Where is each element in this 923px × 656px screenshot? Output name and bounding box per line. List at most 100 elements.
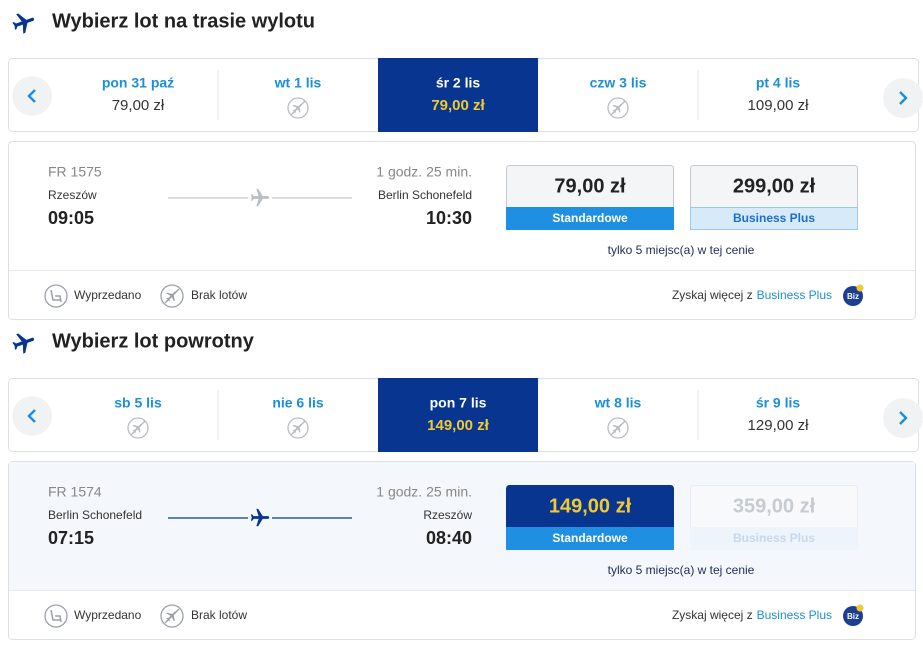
flight-number: FR 1575 (48, 164, 102, 180)
date-cell[interactable]: pon 31 paź 79,00 zł (102, 75, 174, 114)
date-cell[interactable]: śr 2 lis 79,00 zł (378, 58, 538, 132)
fare-name: Standardowe (552, 531, 628, 545)
icon-slash (130, 420, 146, 436)
fare-option[interactable]: 299,00 zł Business Plus (690, 165, 858, 230)
promo-text: Zyskaj więcej z Business Plus (672, 608, 832, 622)
sold-out-icon (44, 284, 68, 308)
chevron (899, 411, 908, 425)
legend-label: Wyprzedano (74, 288, 142, 302)
date-day: pon 7 lis (430, 395, 487, 411)
date-price: 149,00 zł (427, 417, 490, 434)
icon-circle (607, 97, 629, 119)
section-title: Wybierz lot na trasie wylotu (52, 10, 315, 32)
date-cell[interactable]: wt 1 lis (217, 70, 322, 120)
icon-circle (44, 284, 68, 308)
no-flight-icon (287, 417, 309, 439)
carousel-arrow[interactable] (883, 398, 923, 438)
fare-name: Standardowe (552, 211, 628, 225)
no-flight-icon (287, 97, 309, 119)
date-cell[interactable]: wt 8 lis (594, 395, 642, 411)
promo-link[interactable]: Business Plus (757, 288, 832, 302)
date-selected-bg (378, 378, 538, 452)
fare-option: 359,00 zł Business Plus (690, 485, 858, 550)
flight-to: Rzeszów (423, 508, 472, 522)
plane-icon (10, 329, 38, 356)
promo-lead: Zyskaj więcej z (672, 288, 753, 302)
chevron (27, 409, 36, 423)
flight-card (8, 141, 916, 320)
badge-dot (856, 284, 864, 292)
fare-note: tylko 5 miejsc(a) w tej cenie (608, 563, 755, 577)
icon-slash (164, 288, 180, 304)
date-day: śr 2 lis (436, 75, 481, 91)
date-cell[interactable]: śr 9 lis 129,00 zł (697, 390, 810, 440)
flight-from: Rzeszów (48, 188, 97, 202)
fare-price: 299,00 zł (733, 175, 816, 197)
date-cell[interactable]: sb 5 lis (114, 395, 162, 411)
flight-number: FR 1574 (48, 484, 102, 500)
badge-label: Biz (847, 292, 859, 301)
date-selected-bg (378, 58, 538, 132)
date-day: śr 9 lis (756, 395, 801, 411)
icon-circle (287, 97, 309, 119)
fare-bar (506, 207, 674, 230)
date-price: 129,00 zł (748, 417, 810, 434)
icon-circle (127, 417, 149, 439)
promo-lead: Zyskaj więcej z (672, 608, 753, 622)
badge (843, 286, 863, 306)
icon-slash (290, 100, 306, 116)
icon-slash (164, 608, 180, 624)
fare-option[interactable]: 149,00 zł Standardowe (506, 485, 674, 550)
no-flights-icon (160, 604, 184, 628)
date-price: 79,00 zł (112, 97, 165, 114)
icon-slash (610, 420, 626, 436)
promo-text: Zyskaj więcej z Business Plus (672, 288, 832, 302)
date-day: sb 5 lis (114, 395, 162, 411)
fare-price: 79,00 zł (554, 175, 626, 197)
chevron (27, 89, 36, 103)
flight-depart: 09:05 (48, 208, 94, 228)
flight-depart: 07:15 (48, 528, 94, 548)
fare-bar (690, 527, 858, 550)
plane-icon (10, 9, 38, 36)
date-day: nie 6 lis (272, 395, 324, 411)
icon-circle (44, 604, 68, 628)
date-day: czw 3 lis (590, 75, 647, 91)
fare-name: Business Plus (733, 531, 815, 545)
date-price: 79,00 zł (431, 97, 485, 114)
badge (843, 606, 863, 626)
date-cell[interactable]: nie 6 lis (217, 390, 324, 440)
fare-price: 149,00 zł (549, 495, 632, 517)
date-cell[interactable]: pon 7 lis 149,00 zł (378, 378, 538, 452)
flight-arrive: 08:40 (426, 528, 472, 548)
date-day: wt 1 lis (274, 75, 322, 91)
icon-slash (610, 100, 626, 116)
no-flight-icon (607, 417, 629, 439)
chevron (899, 91, 908, 105)
flight-from: Berlin Schonefeld (48, 508, 142, 522)
legend-label: Wyprzedano (74, 608, 142, 622)
icon-circle (160, 284, 184, 308)
fare-option[interactable]: 79,00 zł Standardowe (506, 165, 674, 230)
no-flight-icon (607, 97, 629, 119)
date-day: pon 31 paź (102, 75, 174, 91)
carousel-arrow[interactable] (883, 78, 923, 118)
carousel-arrow[interactable] (12, 76, 52, 116)
fare-bar (506, 527, 674, 550)
icon-seat (50, 609, 62, 623)
date-cell[interactable]: czw 3 lis (590, 75, 647, 91)
date-cell[interactable]: pt 4 lis 109,00 zł (697, 70, 810, 120)
legend-label: Brak lotów (191, 608, 247, 622)
date-price: 109,00 zł (748, 97, 810, 114)
date-day: wt 8 lis (594, 395, 642, 411)
icon-circle (287, 417, 309, 439)
fare-note: tylko 5 miejsc(a) w tej cenie (608, 243, 755, 257)
sold-out-icon (44, 604, 68, 628)
badge-dot (856, 604, 864, 612)
icon-circle (160, 604, 184, 628)
carousel-arrow[interactable] (12, 396, 52, 436)
badge-label: Biz (847, 612, 859, 621)
icon-seat (50, 289, 62, 303)
promo-link[interactable]: Business Plus (757, 608, 832, 622)
